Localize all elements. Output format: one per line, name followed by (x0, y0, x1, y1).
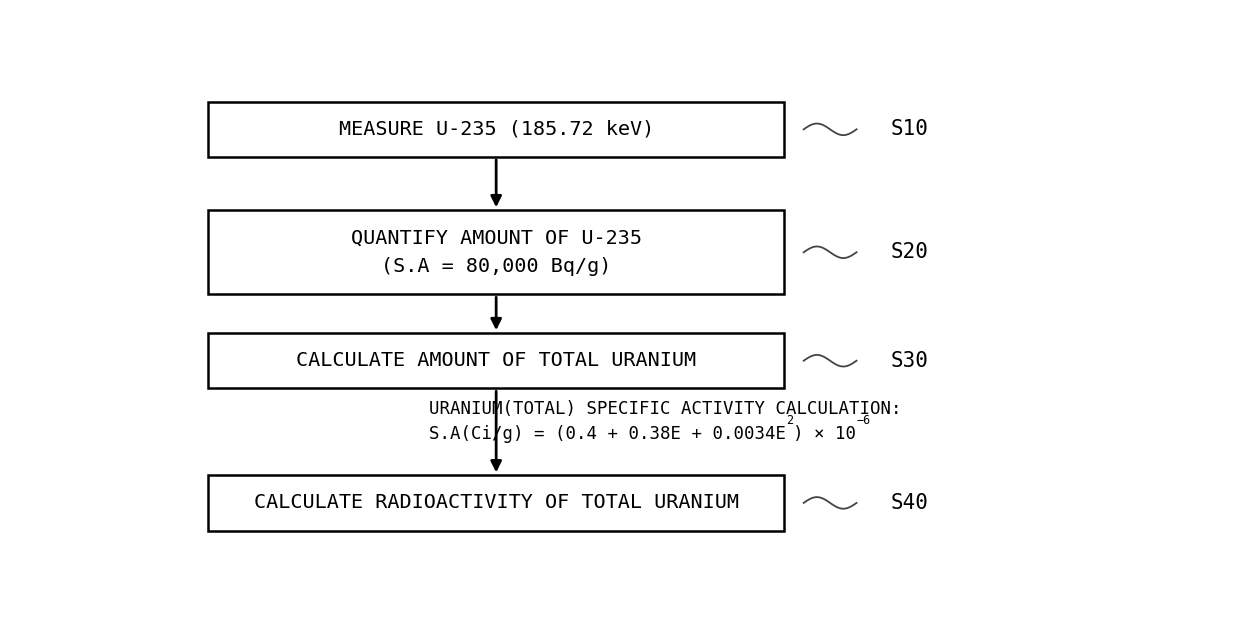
Text: URANIUM(TOTAL) SPECIFIC ACTIVITY CALCULATION:: URANIUM(TOTAL) SPECIFIC ACTIVITY CALCULA… (429, 401, 901, 419)
Text: S30: S30 (890, 351, 928, 371)
Text: −6: −6 (856, 414, 870, 427)
FancyBboxPatch shape (208, 333, 785, 388)
Text: 2: 2 (786, 414, 794, 427)
Text: S10: S10 (890, 120, 928, 140)
Text: S20: S20 (890, 242, 928, 262)
Text: QUANTIFY AMOUNT OF U-235
(S.A = 80,000 Bq/g): QUANTIFY AMOUNT OF U-235 (S.A = 80,000 B… (351, 228, 641, 276)
Text: CALCULATE RADIOACTIVITY OF TOTAL URANIUM: CALCULATE RADIOACTIVITY OF TOTAL URANIUM (254, 493, 739, 513)
FancyBboxPatch shape (208, 210, 785, 294)
Text: S.A(Ci/g) = (0.4 + 0.38E + 0.0034E: S.A(Ci/g) = (0.4 + 0.38E + 0.0034E (429, 425, 786, 443)
Text: MEASURE U-235 (185.72 keV): MEASURE U-235 (185.72 keV) (339, 120, 653, 139)
FancyBboxPatch shape (208, 475, 785, 531)
Text: ) × 10: ) × 10 (794, 425, 856, 443)
Text: S40: S40 (890, 493, 928, 513)
FancyBboxPatch shape (208, 101, 785, 157)
Text: CALCULATE AMOUNT OF TOTAL URANIUM: CALCULATE AMOUNT OF TOTAL URANIUM (296, 351, 696, 370)
